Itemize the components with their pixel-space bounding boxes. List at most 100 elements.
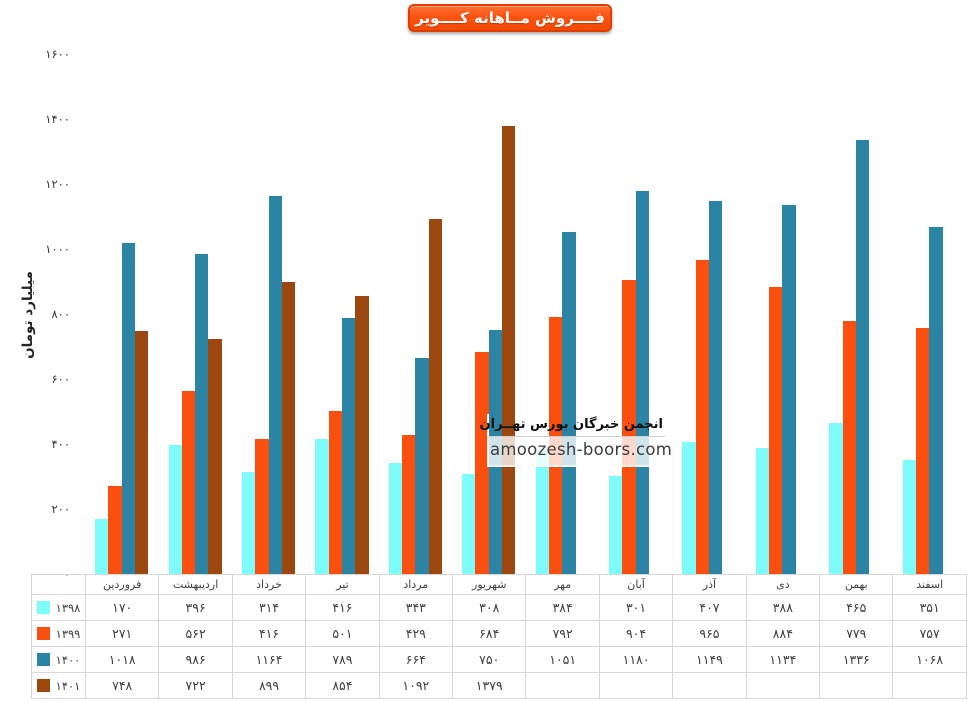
value-cell [525, 672, 600, 699]
value-cell: ۶۶۴ [378, 646, 454, 673]
bar-series-3 [502, 125, 516, 574]
bar-slot [535, 54, 549, 574]
value-cell [819, 672, 894, 699]
bar-slot [95, 54, 109, 574]
bar-slot [943, 54, 956, 574]
bar-group [452, 54, 525, 574]
y-tick-label: ۲۰۰ [51, 502, 70, 516]
bar-series-1 [842, 320, 856, 574]
month-header-cell: دی [745, 574, 821, 595]
bar-series-1 [769, 286, 783, 574]
table-row-2: ۱۴۰۰ ۱۰۱۸ ۹۸۶ ۱۱۶۴ ۷۸۹ ۶۶۴ ۷۵۰ ۱۰۵۱ ۱۱۸۰ ۱۱۴۹ ۱۱۳۴… [31, 646, 967, 673]
bar-group [85, 54, 158, 574]
value-cell: ۲۷۱ [84, 620, 160, 647]
bar-slot [915, 54, 930, 574]
value-cell: ۹۸۶ [158, 646, 233, 673]
value-cell: ۸۸۴ [745, 620, 821, 647]
value-cell: ۱۳۷۹ [452, 672, 527, 699]
bar-slot [722, 54, 735, 574]
value-cell: ۴۱۶ [231, 620, 307, 647]
bar-slot [315, 54, 329, 574]
bar-slot [769, 54, 783, 574]
value-cell: ۳۱۴ [231, 594, 307, 621]
bar-group [305, 54, 378, 574]
bar-slot [168, 54, 182, 574]
bar-series-2 [268, 195, 282, 574]
month-header-cell: آبان [598, 574, 674, 595]
bar-group [379, 54, 452, 574]
bar-group [599, 54, 672, 574]
bar-series-0 [829, 422, 843, 574]
bar-series-0 [682, 441, 696, 574]
value-cell: ۱۷۰ [84, 594, 160, 621]
bar-slot [782, 54, 796, 574]
bar-series-2 [121, 243, 135, 574]
bar-group [893, 54, 966, 574]
bar-slot [682, 54, 696, 574]
value-cell: ۵۶۲ [158, 620, 233, 647]
value-cell: ۱۰۵۱ [525, 646, 600, 673]
y-tick-label: ۱۶۰۰ [45, 47, 70, 61]
value-cell: ۳۸۴ [525, 594, 600, 621]
table-corner-cell [31, 574, 86, 595]
table-row-0: ۱۳۹۸ ۱۷۰ ۳۹۶ ۳۱۴ ۴۱۶ ۳۴۳ ۳۰۸ ۳۸۴ ۳۰۱ ۴۰۷ ۳۸۸ ۴۶۵ ۳۵۱ [31, 594, 967, 621]
bar-slot [268, 54, 282, 574]
value-cell: ۸۹۹ [231, 672, 307, 699]
bar-slot [635, 54, 649, 574]
legend-swatch-icon [36, 653, 50, 666]
bar-slot [829, 54, 843, 574]
bar-slot [475, 54, 489, 574]
bar-slot [755, 54, 770, 574]
bar-series-0 [95, 518, 109, 574]
value-cell [745, 672, 821, 699]
value-cell: ۹۶۵ [672, 620, 747, 647]
bar-series-0 [609, 476, 623, 574]
watermark-divider [489, 436, 665, 437]
bar-series-0 [535, 449, 549, 574]
legend-cell: ۱۳۹۹ [31, 620, 86, 647]
chart-title-text: فــــروش مــاهانه کــــویر [415, 9, 605, 27]
bar-slot [902, 54, 916, 574]
bar-slot [649, 54, 662, 574]
bar-series-2 [341, 317, 356, 574]
bar-slot [135, 54, 149, 574]
bar-slot [502, 54, 516, 574]
legend-cell: ۱۴۰۱ [31, 672, 86, 699]
value-cell: ۹۰۴ [598, 620, 674, 647]
bar-series-1 [255, 438, 269, 574]
bar-group [158, 54, 231, 574]
bar-series-0 [902, 459, 916, 574]
bar-slot [355, 54, 369, 574]
value-cell: ۶۸۴ [452, 620, 527, 647]
bar-series-2 [855, 139, 870, 574]
bar-series-2 [929, 226, 943, 574]
value-cell: ۱۳۳۶ [819, 646, 894, 673]
value-cell: ۷۴۸ [84, 672, 160, 699]
month-header-cell: مرداد [378, 574, 454, 595]
month-header-cell: خرداد [231, 574, 307, 595]
bar-series-3 [428, 219, 442, 574]
month-header-cell: آذر [672, 574, 747, 595]
value-cell: ۷۵۰ [452, 646, 527, 673]
value-cell: ۷۵۷ [892, 620, 967, 647]
value-cell: ۳۰۱ [598, 594, 674, 621]
bar-slot [929, 54, 943, 574]
bar-group [232, 54, 305, 574]
value-cell: ۷۷۹ [819, 620, 894, 647]
value-cell: ۴۰۷ [672, 594, 747, 621]
bar-series-2 [415, 358, 429, 574]
bar-slot [428, 54, 442, 574]
data-table: فروردین اردیبهشت خرداد تیر مرداد شهریور مهر آبا… [31, 574, 967, 699]
value-cell [892, 672, 967, 699]
bar-series-1 [695, 260, 710, 574]
value-cell: ۱۱۶۴ [231, 646, 307, 673]
bar-series-3 [281, 281, 296, 574]
month-header-cell: اردیبهشت [158, 574, 233, 595]
y-tick-label: ۱۰۰۰ [45, 242, 70, 256]
bar-series-2 [782, 205, 796, 574]
value-cell: ۱۱۸۰ [598, 646, 674, 673]
bar-slot [255, 54, 269, 574]
value-cell: ۵۰۱ [305, 620, 380, 647]
bar-group [672, 54, 745, 574]
